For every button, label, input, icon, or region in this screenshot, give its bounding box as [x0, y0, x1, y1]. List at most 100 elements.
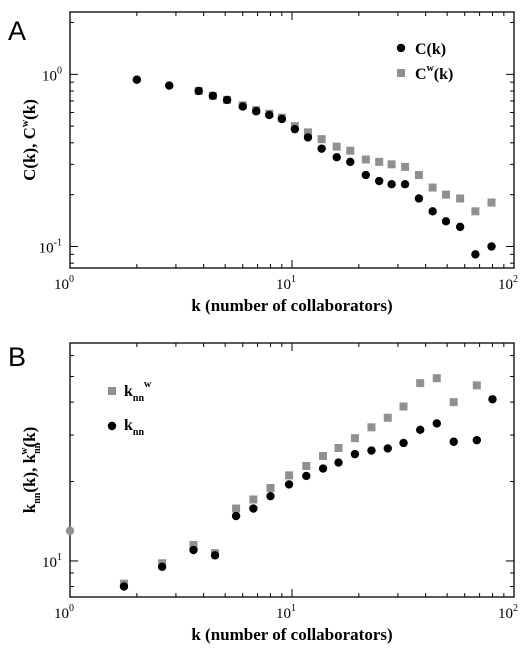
data-point-square [472, 381, 481, 390]
data-point-circle [414, 194, 424, 203]
data-point-square [361, 155, 370, 164]
panel-b-y-axis-title: knn(k), knnw(k) [19, 427, 43, 513]
data-point-circle [361, 170, 371, 180]
panel-b-letter: B [8, 342, 26, 372]
data-point-circle [416, 425, 425, 435]
data-point-square [401, 162, 410, 171]
data-point-circle [238, 102, 247, 111]
data-point-circle [387, 179, 396, 189]
y-tick-label: 101 [42, 552, 62, 571]
data-point-circle [350, 449, 360, 459]
panel-a-legend: C(k) Cw(k) [396, 41, 453, 83]
data-point-square [399, 402, 408, 411]
data-point-circle [383, 444, 392, 453]
data-point-circle [449, 437, 458, 446]
x-tick-label: 100 [54, 274, 74, 293]
data-point-circle [374, 176, 384, 186]
legend-marker-circle [396, 43, 406, 53]
panel-b-legend: knnw knn [107, 379, 152, 438]
data-point-square [232, 504, 241, 513]
panel-b-ticks: 100 101 102 101 [42, 343, 518, 622]
data-point-circle [487, 242, 496, 251]
data-point-circle [472, 435, 482, 445]
data-point-square [346, 146, 355, 155]
x-tick-label: 102 [498, 274, 518, 293]
data-point-circle [346, 157, 355, 167]
data-point-circle [231, 511, 241, 521]
data-point-circle [441, 217, 451, 226]
data-point-circle [210, 551, 220, 560]
legend-label-knn: knn [124, 417, 144, 438]
data-point-circle [399, 438, 408, 448]
data-point-circle [367, 446, 376, 455]
data-point-square [387, 160, 396, 169]
data-point-square [432, 374, 441, 383]
data-point-square [303, 128, 312, 137]
data-point-square [302, 462, 311, 471]
data-point-square [65, 526, 75, 536]
data-point-square [416, 379, 425, 388]
data-point-circle [119, 582, 129, 591]
data-point-circle [317, 144, 326, 153]
panel-b-plot-frame [69, 342, 515, 598]
x-tick-label: 100 [54, 603, 74, 622]
data-point-circle [277, 114, 287, 124]
data-point-circle [334, 458, 343, 467]
data-point-square [383, 413, 392, 422]
panel-a-x-axis-title: k (number of collaborators) [191, 296, 392, 315]
data-point-square [367, 423, 376, 432]
data-point-circle [302, 471, 311, 481]
data-point-circle [488, 395, 497, 404]
panel-b: B 100 101 102 101 k (number of collaborator… [8, 342, 518, 644]
data-point-circle [222, 95, 232, 105]
data-point-square [317, 135, 326, 144]
data-point-circle [432, 419, 441, 428]
legend-label-knn-w: knnw [124, 379, 152, 404]
data-point-square [428, 183, 437, 192]
data-point-circle [332, 152, 341, 162]
legend-marker-square [397, 69, 405, 77]
data-point-circle [165, 81, 174, 90]
data-point-circle [428, 207, 437, 216]
y-tick-label: 100 [42, 65, 62, 84]
data-point-circle [290, 124, 300, 134]
data-point-square [375, 157, 384, 166]
x-tick-label: 101 [276, 274, 296, 293]
data-point-circle [249, 504, 258, 513]
legend-marker-circle [107, 421, 117, 431]
data-point-square [487, 198, 496, 207]
data-point-circle [400, 179, 410, 189]
data-point-circle [189, 545, 198, 555]
panel-a-letter: A [8, 16, 26, 46]
data-point-square [471, 207, 480, 216]
panel-b-x-axis-title: k (number of collaborators) [191, 625, 392, 644]
data-point-circle [284, 480, 294, 489]
legend-label-c-k: C(k) [415, 41, 446, 58]
data-point-circle [132, 75, 142, 84]
data-point-circle [252, 107, 261, 116]
data-point-square [332, 142, 341, 151]
data-point-square [319, 451, 328, 460]
x-tick-label: 101 [276, 603, 296, 622]
data-point-circle [318, 464, 328, 473]
panel-a-data-points [132, 75, 496, 259]
data-point-square [456, 194, 465, 203]
x-tick-label: 102 [498, 603, 518, 622]
data-point-square [189, 540, 198, 549]
data-point-square [350, 434, 359, 443]
data-point-circle [157, 562, 167, 572]
panel-a: A 100 101 102 10-1 100 k (number of collabor… [8, 11, 518, 315]
data-point-circle [266, 491, 275, 501]
data-point-circle [455, 222, 465, 232]
panel-b-data-points [65, 374, 497, 591]
data-point-square [249, 495, 258, 504]
data-point-square [285, 471, 294, 480]
panel-a-y-axis-title: C(k), Cw(k) [20, 99, 39, 181]
data-point-square [334, 443, 343, 452]
panel-a-ticks: 100 101 102 10-1 100 [39, 12, 518, 293]
data-point-square [266, 484, 275, 493]
data-point-square [449, 398, 458, 407]
data-point-circle [194, 86, 203, 96]
y-tick-label: 10-1 [39, 237, 62, 256]
